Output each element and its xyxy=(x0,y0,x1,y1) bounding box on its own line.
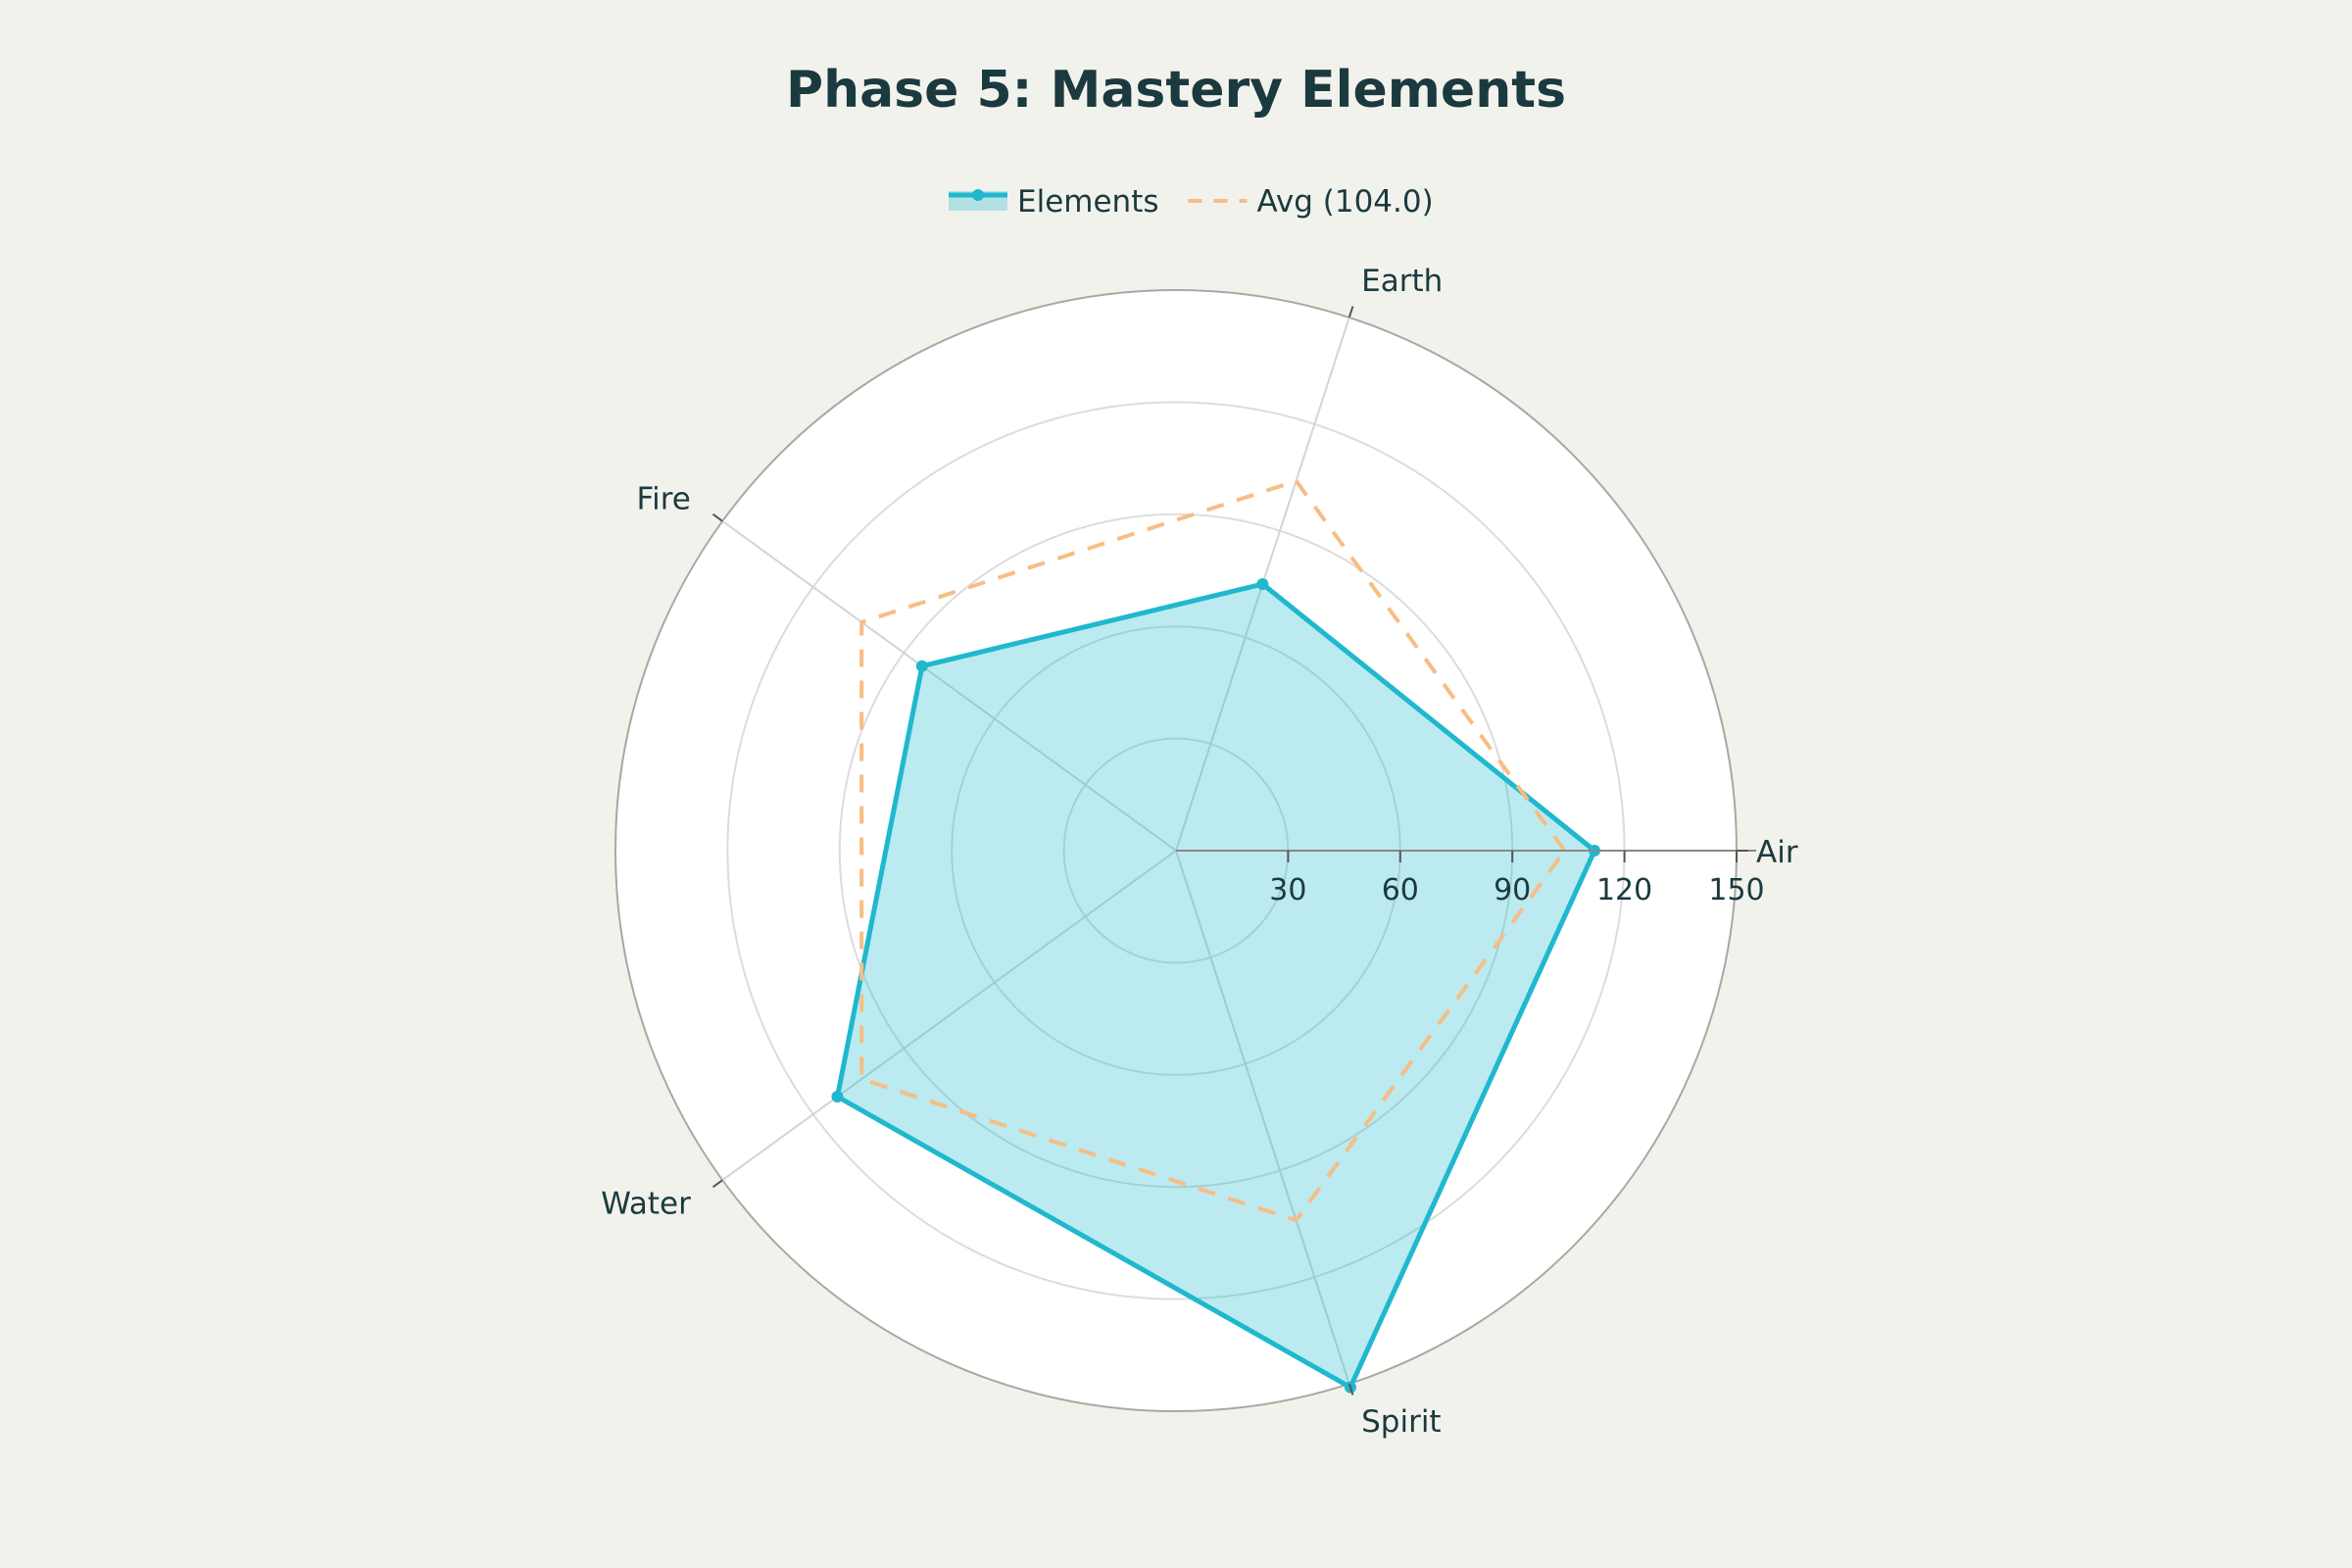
category-label-fire: Fire xyxy=(637,481,691,516)
category-label-air: Air xyxy=(1756,835,1798,870)
legend-swatch-marker-elements xyxy=(972,189,984,201)
radial-tick-label-30: 30 xyxy=(1269,873,1306,907)
category-tick-water xyxy=(711,1179,723,1189)
radial-tick-label-120: 120 xyxy=(1596,873,1652,907)
category-label-water: Water xyxy=(601,1187,691,1222)
legend: Elements Avg (104.0) xyxy=(949,184,1434,220)
chart-title: Phase 5: Mastery Elements xyxy=(785,61,1567,120)
radial-tick-label-90: 90 xyxy=(1494,873,1531,907)
category-tick-earth xyxy=(1348,306,1354,318)
spoke-water xyxy=(721,850,1177,1182)
series-elements-point-fire xyxy=(915,660,928,672)
category-tick-spirit xyxy=(1348,1383,1354,1396)
legend-label-avg-104-0: Avg (104.0) xyxy=(1257,184,1434,220)
category-label-earth: Earth xyxy=(1361,264,1443,299)
series-elements-point-water xyxy=(831,1091,844,1103)
category-tick-fire xyxy=(711,513,723,522)
radial-tick-label-150: 150 xyxy=(1708,873,1764,907)
category-label-spirit: Spirit xyxy=(1361,1404,1441,1440)
spoke-fire xyxy=(721,519,1177,852)
legend-label-elements: Elements xyxy=(1017,184,1159,220)
series-avg-104-0-line xyxy=(859,478,1568,1223)
radial-tick-label-60: 60 xyxy=(1382,873,1419,907)
series-elements-point-earth xyxy=(1256,577,1269,590)
series-elements-area xyxy=(835,581,1597,1391)
spoke-spirit xyxy=(1175,850,1350,1385)
